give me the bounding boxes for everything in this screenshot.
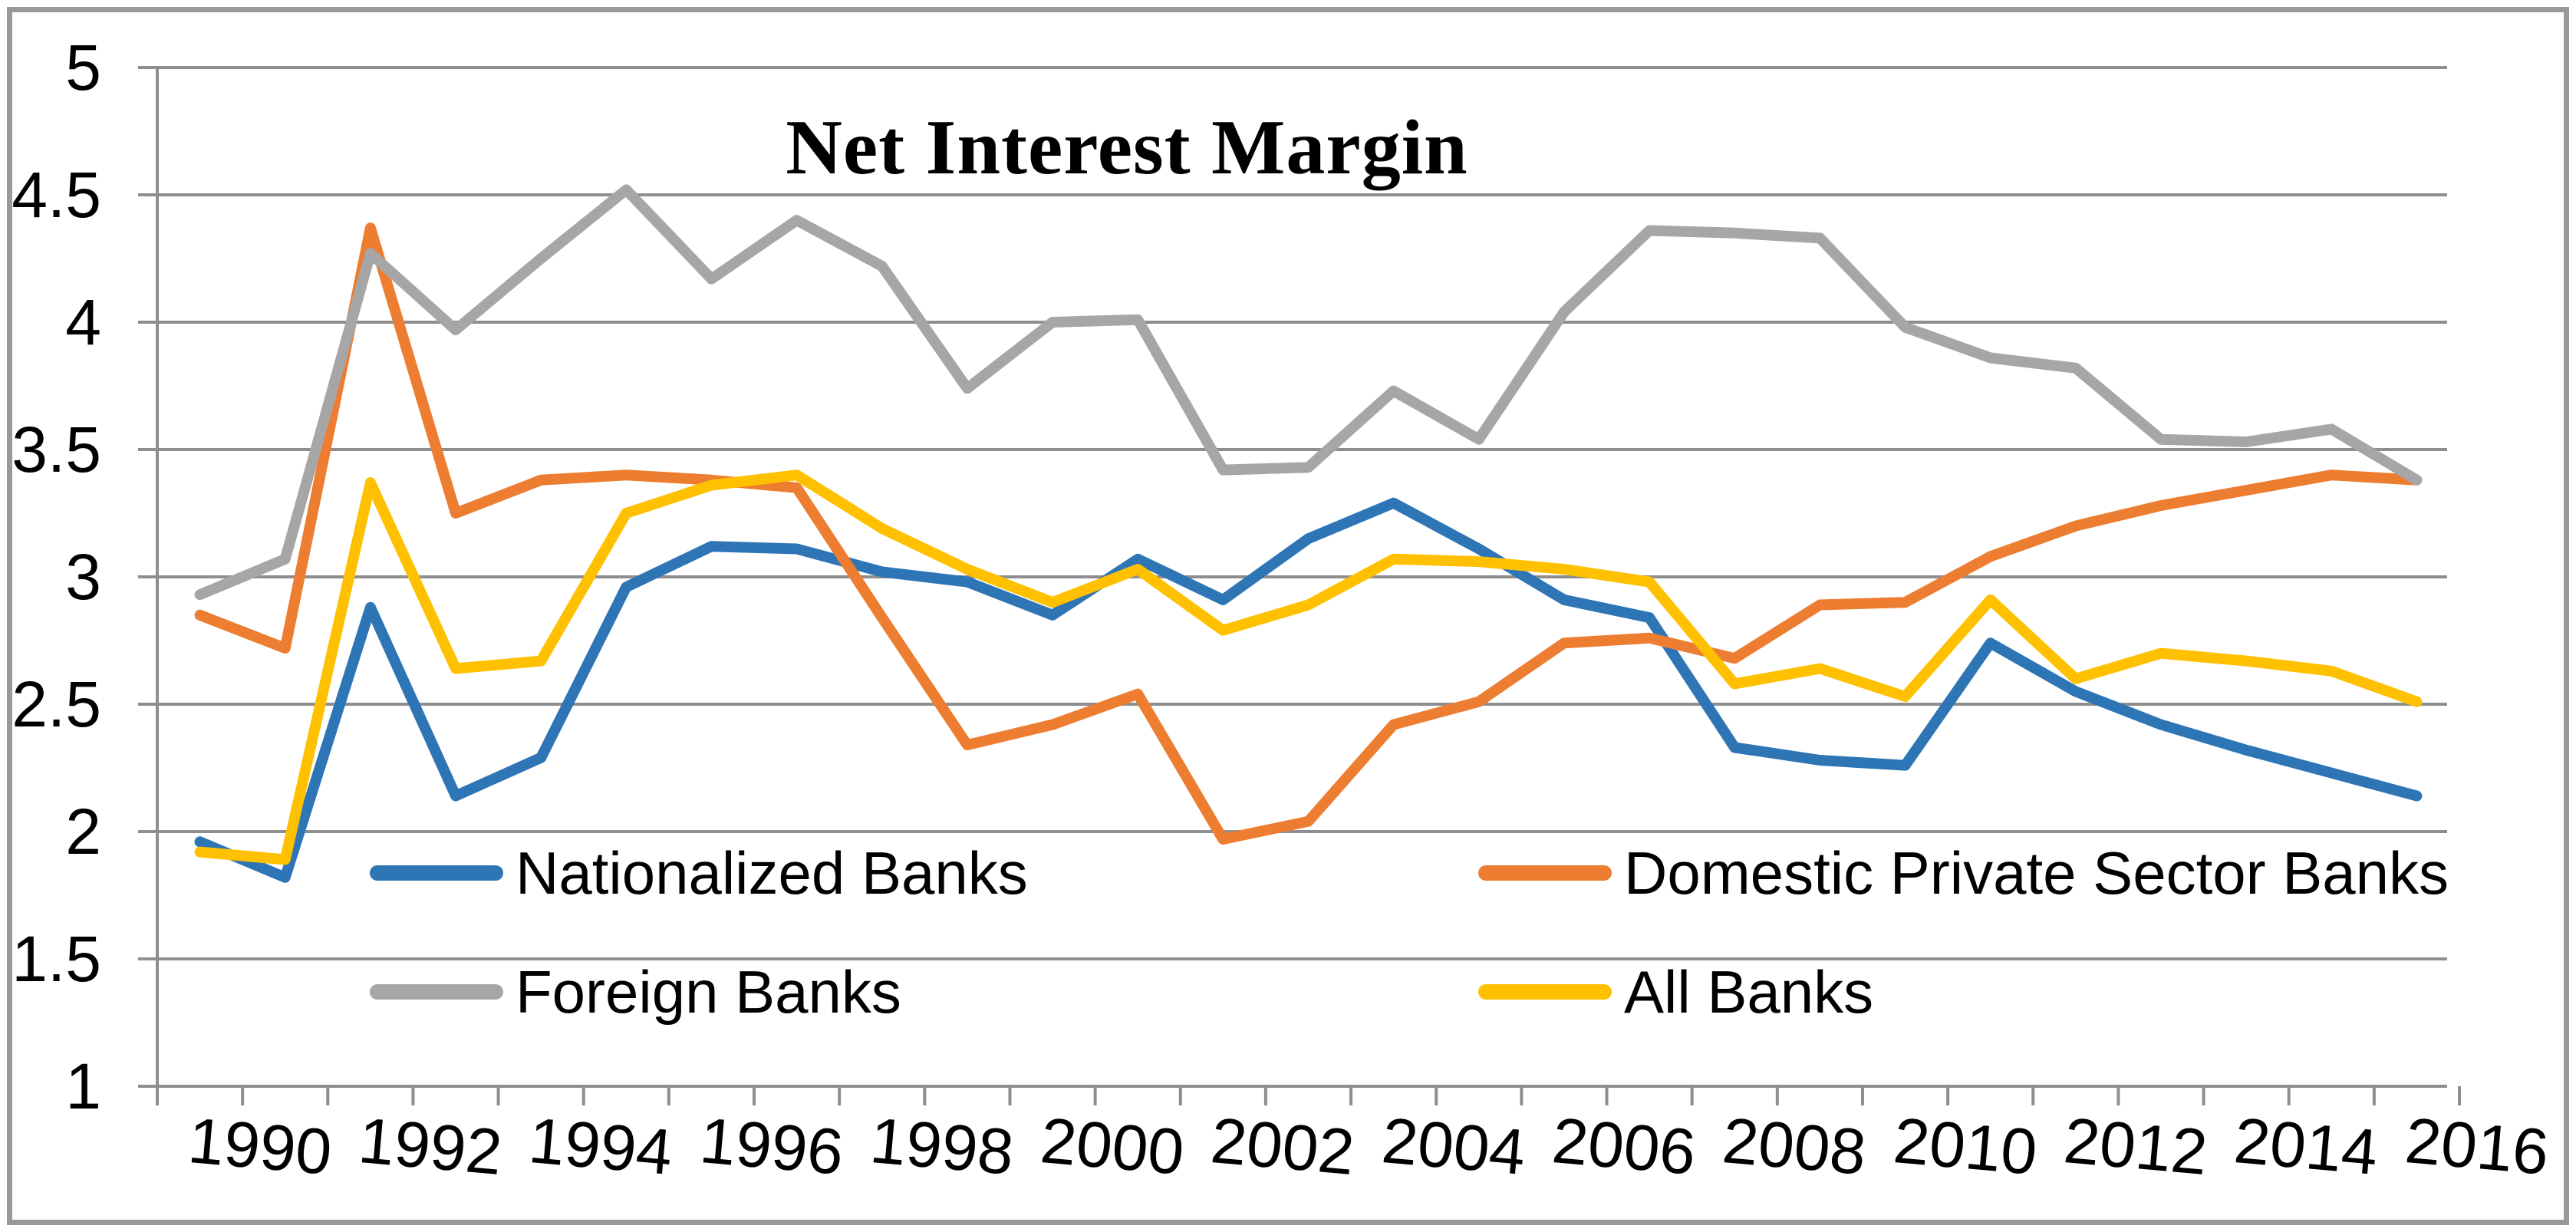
legend-swatch-domestic-private-sector-banks: [1478, 865, 1612, 881]
legend-swatch-foreign-banks: [370, 984, 503, 1000]
chart-title: Net Interest Margin: [786, 104, 1468, 191]
y-axis-label-2.5: 2.5: [12, 668, 101, 740]
y-axis-label-3.5: 3.5: [12, 413, 101, 486]
line-series-foreign-banks: [194, 184, 2423, 601]
x-axis-label-2016: 2016: [2402, 1104, 2551, 1188]
legend-label-foreign-banks: Foreign Banks: [516, 958, 901, 1026]
legend-swatch-all-banks: [1478, 984, 1612, 1000]
line-series-all-banks: [194, 469, 2423, 865]
legend-label-domestic-private-sector-banks: Domestic Private Sector Banks: [1624, 839, 2449, 907]
legend-label-nationalized-banks: Nationalized Banks: [516, 839, 1028, 907]
y-axis-label-1: 1: [65, 1050, 101, 1122]
y-axis-label-4: 4: [65, 286, 101, 358]
y-axis-label-4.5: 4.5: [12, 159, 101, 231]
y-axis-label-5: 5: [65, 31, 101, 104]
legend-label-all-banks: All Banks: [1624, 958, 1874, 1026]
y-axis-label-3: 3: [65, 541, 101, 613]
y-axis-label-2: 2: [65, 796, 101, 868]
line-series-nationalized-banks: [194, 497, 2423, 883]
legend-swatch-nationalized-banks: [370, 865, 503, 881]
line-series-domestic-private-sector-banks: [194, 222, 2423, 845]
y-axis-label-1.5: 1.5: [12, 923, 101, 995]
